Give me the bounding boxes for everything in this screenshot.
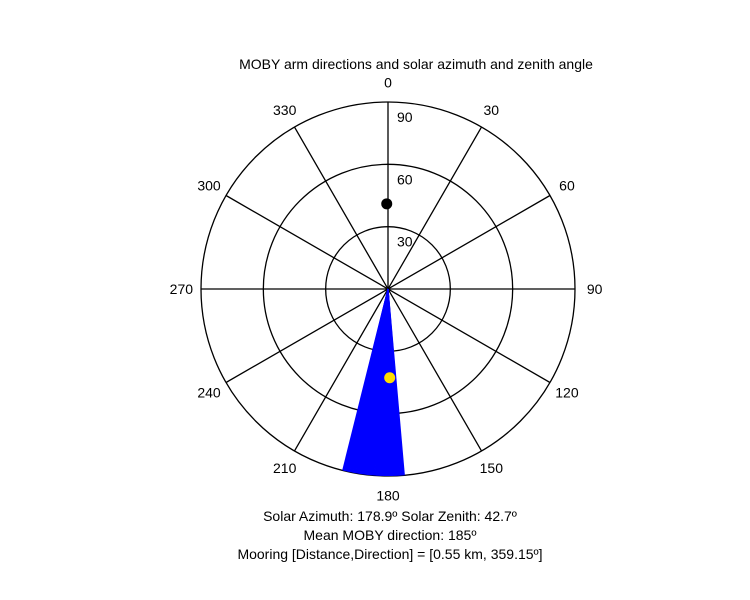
angle-label-60: 60 bbox=[559, 178, 575, 194]
angle-label-30: 30 bbox=[484, 102, 500, 118]
angle-label-270: 270 bbox=[170, 281, 194, 297]
mooring-position-marker bbox=[381, 198, 393, 210]
angle-label-300: 300 bbox=[197, 178, 221, 194]
chart-title: MOBY arm directions and solar azimuth an… bbox=[239, 56, 593, 72]
radial-tick-labels: 30 60 90 bbox=[397, 109, 413, 250]
mooring-info-line: Mooring [Distance,Direction] = [0.55 km,… bbox=[237, 546, 543, 562]
angle-label-150: 150 bbox=[480, 460, 504, 476]
mean-direction-line: Mean MOBY direction: 185º bbox=[303, 527, 477, 543]
angle-label-90: 90 bbox=[587, 281, 603, 297]
angle-tick-labels: 0 30 60 90 120 150 180 210 240 270 300 330 bbox=[170, 74, 603, 503]
angle-label-180: 180 bbox=[376, 488, 400, 504]
data-points bbox=[381, 198, 396, 384]
solar-info-line: Solar Azimuth: 178.9º Solar Zenith: 42.7… bbox=[263, 508, 517, 524]
angle-label-120: 120 bbox=[555, 384, 579, 400]
angle-label-240: 240 bbox=[197, 384, 221, 400]
arm-direction-line bbox=[342, 288, 389, 471]
angle-label-0: 0 bbox=[384, 74, 392, 90]
radial-label-30: 30 bbox=[397, 234, 413, 250]
solar-position-marker bbox=[384, 372, 396, 384]
angle-label-330: 330 bbox=[273, 102, 297, 118]
radial-label-60: 60 bbox=[397, 171, 413, 187]
angle-label-210: 210 bbox=[273, 460, 297, 476]
radial-label-90: 90 bbox=[397, 109, 413, 125]
moby-arm-fan bbox=[342, 288, 405, 477]
